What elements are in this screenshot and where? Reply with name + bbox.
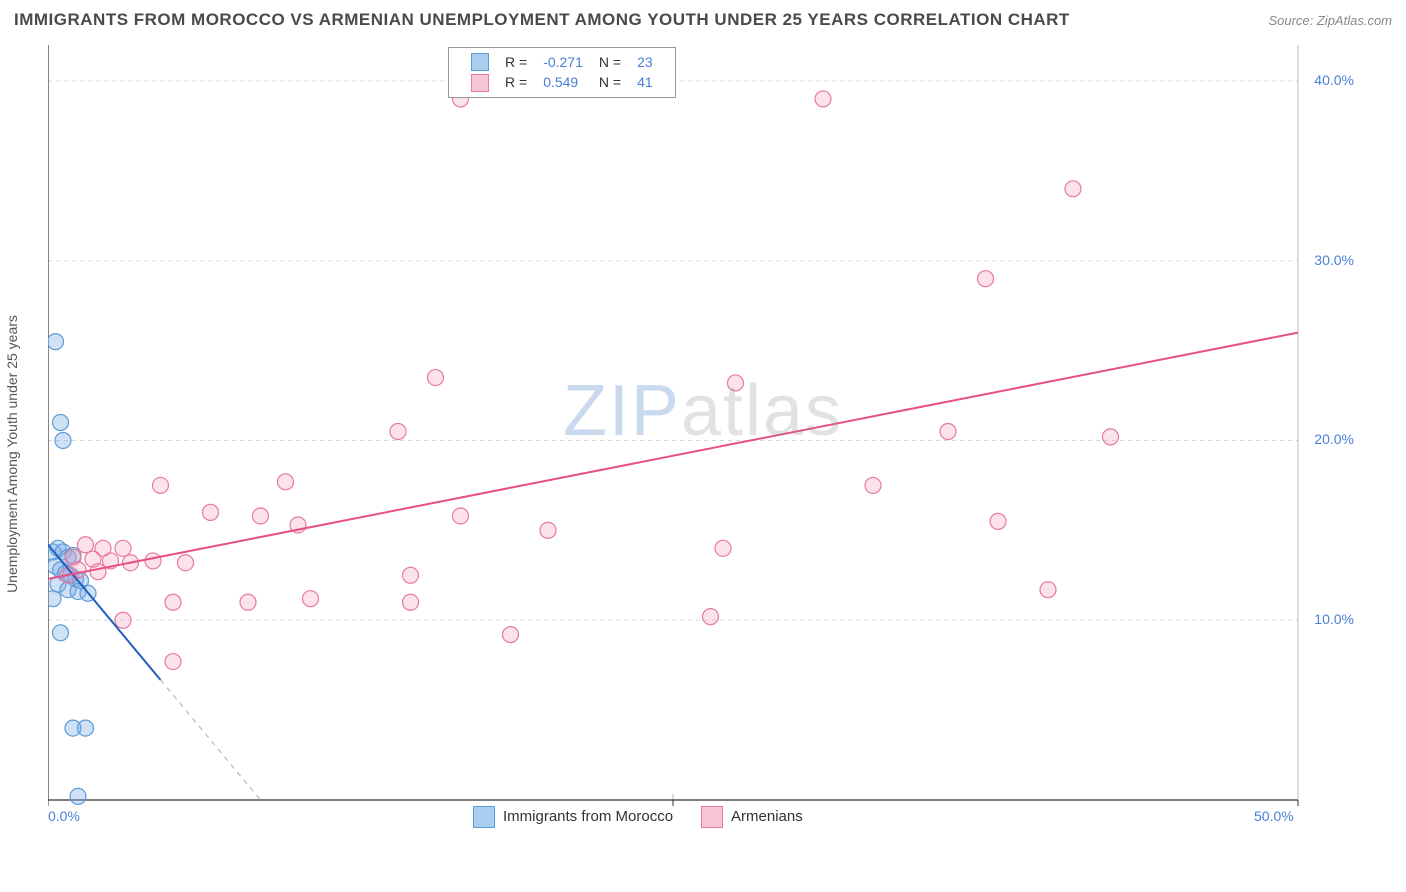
legend-n-value: 41 xyxy=(629,72,661,92)
data-point-series0 xyxy=(53,625,69,641)
data-point-series1 xyxy=(1040,582,1056,598)
legend-r-value: -0.271 xyxy=(535,52,591,72)
data-point-series1 xyxy=(253,508,269,524)
x-tick-label: 50.0% xyxy=(1254,808,1294,824)
data-point-series1 xyxy=(403,567,419,583)
data-point-series1 xyxy=(240,594,256,610)
data-point-series0 xyxy=(78,720,94,736)
data-point-series1 xyxy=(178,555,194,571)
data-point-series1 xyxy=(428,370,444,386)
legend-r-label: R = xyxy=(497,52,535,72)
legend-r-label: R = xyxy=(497,72,535,92)
data-point-series1 xyxy=(715,540,731,556)
data-point-series0 xyxy=(70,788,86,804)
data-point-series1 xyxy=(303,591,319,607)
y-tick-label: 20.0% xyxy=(1314,431,1354,447)
legend-n-label: N = xyxy=(591,52,629,72)
data-point-series1 xyxy=(403,594,419,610)
legend-item: Immigrants from Morocco xyxy=(473,806,673,828)
data-point-series1 xyxy=(540,522,556,538)
y-axis-label: Unemployment Among Youth under 25 years xyxy=(4,315,20,593)
chart-title: IMMIGRANTS FROM MOROCCO VS ARMENIAN UNEM… xyxy=(14,10,1070,30)
data-point-series1 xyxy=(453,508,469,524)
legend-n-label: N = xyxy=(591,72,629,92)
legend-n-value: 23 xyxy=(629,52,661,72)
trend-line-extrapolated xyxy=(161,680,261,800)
legend-label: Armenians xyxy=(731,808,803,825)
data-point-series0 xyxy=(48,334,64,350)
x-tick-label: 0.0% xyxy=(48,808,80,824)
data-point-series1 xyxy=(203,504,219,520)
series-legend: Immigrants from Morocco Armenians xyxy=(473,806,803,828)
data-point-series1 xyxy=(90,564,106,580)
scatter-plot xyxy=(48,45,1358,840)
data-point-series1 xyxy=(990,513,1006,529)
data-point-series1 xyxy=(1103,429,1119,445)
data-point-series0 xyxy=(55,432,71,448)
data-point-series1 xyxy=(503,627,519,643)
data-point-series0 xyxy=(53,415,69,431)
trend-line xyxy=(48,333,1298,579)
data-point-series1 xyxy=(978,271,994,287)
data-point-series1 xyxy=(1065,181,1081,197)
chart-area: ZIPatlas 10.0%20.0%30.0%40.0%0.0%50.0% R… xyxy=(48,45,1358,840)
data-point-series1 xyxy=(165,654,181,670)
data-point-series1 xyxy=(153,477,169,493)
legend-swatch xyxy=(471,53,489,71)
data-point-series1 xyxy=(815,91,831,107)
source-label: Source: ZipAtlas.com xyxy=(1268,13,1392,28)
data-point-series1 xyxy=(165,594,181,610)
correlation-legend: R = -0.271 N = 23 R = 0.549 N = 41 xyxy=(448,47,676,98)
data-point-series1 xyxy=(865,477,881,493)
data-point-series1 xyxy=(145,553,161,569)
y-tick-label: 30.0% xyxy=(1314,252,1354,268)
legend-swatch xyxy=(471,74,489,92)
data-point-series1 xyxy=(728,375,744,391)
legend-swatch xyxy=(701,806,723,828)
legend-swatch xyxy=(473,806,495,828)
data-point-series1 xyxy=(390,423,406,439)
data-point-series1 xyxy=(278,474,294,490)
legend-label: Immigrants from Morocco xyxy=(503,808,673,825)
y-tick-label: 10.0% xyxy=(1314,611,1354,627)
data-point-series1 xyxy=(115,540,131,556)
data-point-series1 xyxy=(703,609,719,625)
data-point-series0 xyxy=(48,591,61,607)
y-tick-label: 40.0% xyxy=(1314,72,1354,88)
legend-item: Armenians xyxy=(701,806,803,828)
data-point-series1 xyxy=(78,537,94,553)
data-point-series1 xyxy=(115,612,131,628)
data-point-series1 xyxy=(940,423,956,439)
legend-r-value: 0.549 xyxy=(535,72,591,92)
